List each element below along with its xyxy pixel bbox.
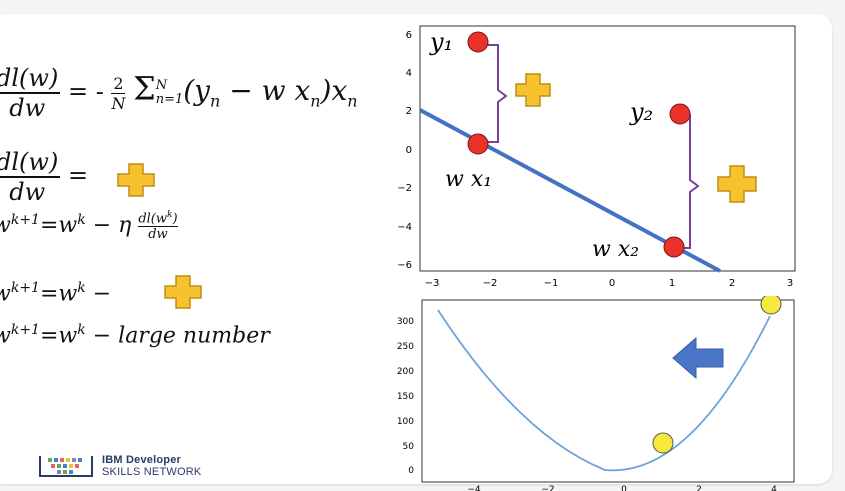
label-wx1: w x₁ <box>445 167 492 192</box>
top-x-ticks: −3 −2 −1 0 1 2 3 <box>425 278 794 289</box>
x-tick: 2 <box>696 485 702 491</box>
eq2-equals: = <box>67 161 89 190</box>
label-y1: y₁ <box>429 28 453 56</box>
y-tick: 250 <box>397 342 414 352</box>
label-wx2: w x₂ <box>592 237 639 262</box>
loss-point-target <box>652 432 674 454</box>
plus-sign-icon <box>515 73 551 107</box>
x-tick: 4 <box>771 485 777 491</box>
y-tick: 0 <box>406 145 412 156</box>
arrow-left-icon <box>672 336 724 380</box>
residual-brace-1 <box>488 44 508 143</box>
x-tick: −1 <box>544 278 559 289</box>
bottom-x-ticks: −4 −2 0 2 4 <box>467 485 777 491</box>
eq2-denominator: dw <box>9 178 46 206</box>
y-tick: 2 <box>406 106 412 117</box>
ibm-logo-icon <box>39 456 93 477</box>
y-tick: 200 <box>397 367 414 377</box>
logo-line2: SKILLS NETWORK <box>102 466 202 478</box>
top-y-ticks: 6 4 2 0 −2 −4 −6 <box>397 30 412 271</box>
x-tick: −3 <box>425 278 440 289</box>
y-tick: 0 <box>408 466 414 476</box>
regression-line-chart: 6 4 2 0 −2 −4 −6 −3 −2 −1 0 1 2 3 y₁ <box>397 25 796 289</box>
loss-curve <box>437 309 771 472</box>
data-point-wx2 <box>663 236 685 258</box>
x-tick: 3 <box>787 278 793 289</box>
y-tick: 4 <box>406 68 412 79</box>
y-tick: 50 <box>403 442 415 452</box>
x-tick: 0 <box>621 485 627 491</box>
ibm-skills-network-logo: IBM Developer SKILLS NETWORK <box>38 452 201 480</box>
loss-point-current <box>760 296 782 315</box>
y-tick: −4 <box>397 222 412 233</box>
label-y2: y₂ <box>629 98 653 126</box>
logo-line1: IBM Developer <box>102 454 182 466</box>
plus-sign-icon <box>717 165 757 203</box>
equation-gradient-positive: dl(w) dw = <box>0 148 88 206</box>
x-tick: 0 <box>609 278 615 289</box>
plus-sign-icon <box>117 163 155 197</box>
y-tick: 300 <box>397 317 414 327</box>
x-tick: −2 <box>483 278 498 289</box>
equation-update-rule: wk+1=wk − η dl(wk)dw <box>0 210 178 243</box>
eq2-numerator: dl(w) <box>0 148 61 178</box>
x-tick: −4 <box>467 485 481 491</box>
eq1-denominator: dw <box>9 94 46 122</box>
eq1-numerator: dl(w) <box>0 64 61 94</box>
y-tick: −2 <box>397 183 412 194</box>
loss-curve-chart: 300 250 200 150 100 50 0 −4 −2 0 2 4 <box>397 296 795 491</box>
data-point-y1 <box>467 31 489 53</box>
x-tick: −2 <box>541 485 554 491</box>
y-tick: 100 <box>397 417 414 427</box>
x-tick: 2 <box>729 278 735 289</box>
bottom-y-ticks: 300 250 200 150 100 50 0 <box>397 317 414 476</box>
x-tick: 1 <box>669 278 675 289</box>
plus-sign-icon <box>164 275 202 309</box>
y-tick: 150 <box>397 392 414 402</box>
data-point-y2 <box>669 103 691 125</box>
equation-update-large-number: wk+1=wk − large number <box>0 322 270 349</box>
data-point-wx1 <box>467 133 489 155</box>
equation-update-minus-plus: wk+1=wk − <box>0 280 112 307</box>
y-tick: 6 <box>406 30 412 41</box>
y-tick: −6 <box>397 260 412 271</box>
